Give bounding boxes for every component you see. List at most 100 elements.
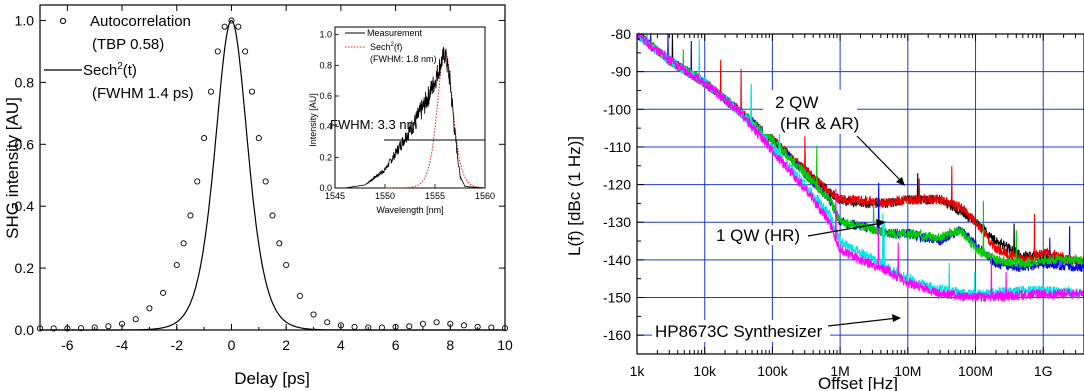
annotation-2qw-arrow — [856, 135, 904, 184]
right-series — [636, 31, 1084, 303]
inset-y-tick-label: 0.8 — [319, 60, 332, 70]
autocorrelation-point — [160, 289, 167, 296]
right-y-tick-label: -120 — [603, 177, 631, 193]
left-y-tick-labels: 0.0 0.2 0.4 0.6 0.8 1.0 — [15, 12, 35, 338]
annotation-1qw-background — [712, 225, 806, 245]
legend-sech-label: Sech2(t) — [83, 61, 137, 79]
legend-sech-sub: (FWHM 1.4 ps) — [92, 85, 194, 102]
inset-legend-sech-base: Sech — [370, 42, 391, 52]
autocorrelation-point — [337, 322, 344, 329]
phase-noise-trace-2 — [636, 32, 1084, 273]
autocorrelation-point — [228, 17, 235, 24]
right-annotations: 2 QW (HR & AR) 1 QW (HR) HP8673C Synthes… — [652, 90, 905, 342]
left-x-tick-label: 8 — [446, 337, 454, 353]
left-y-tick-label: 1.0 — [15, 12, 35, 28]
left-y-tick-label: 0.8 — [15, 74, 35, 90]
annotation-synth-arrowhead — [892, 314, 901, 322]
right-x-tick-label: 1G — [1034, 363, 1053, 379]
autocorrelation-point — [242, 48, 249, 55]
autocorrelation-point — [351, 323, 358, 330]
legend-sech-sup: 2 — [117, 61, 123, 72]
left-y-tick-label: 0.6 — [15, 136, 35, 152]
autocorrelation-point — [64, 325, 71, 332]
autocorrelation-point — [365, 324, 372, 331]
inset-x-tick-label: 1560 — [475, 191, 495, 201]
right-y-tick-label: -110 — [604, 139, 631, 155]
left-x-tick-label: -6 — [61, 337, 74, 353]
autocorrelation-point — [105, 323, 112, 330]
inset-x-axis-label: Wavelength [nm] — [376, 205, 443, 215]
right-y-tick-label: -130 — [603, 214, 631, 230]
right-x-axis-label: Offset [Hz] — [818, 374, 898, 391]
autocorrelation-point — [262, 178, 269, 185]
inset-y-tick-label: 0.0 — [319, 183, 332, 193]
left-y-tick-label: 0.0 — [15, 322, 35, 338]
autocorrelation-point — [447, 320, 454, 327]
inset-legend-sech-sub: (FWHM: 1.8 nm) — [370, 54, 437, 64]
autocorrelation-point — [235, 23, 242, 30]
autocorrelation-point — [433, 319, 440, 326]
autocorrelation-points — [36, 17, 509, 332]
phase-noise-trace-3 — [637, 32, 1084, 269]
autocorrelation-point — [91, 324, 98, 331]
autocorrelation-point — [146, 305, 153, 312]
autocorrelation-point — [378, 324, 385, 331]
right-y-tick-label: -100 — [603, 101, 631, 117]
right-ticks — [636, 33, 1084, 355]
left-x-tick-label: -4 — [116, 337, 129, 353]
inset-y-axis-label: Intensity [AU] — [308, 93, 318, 147]
left-y-tick-label: 0.4 — [15, 198, 35, 214]
left-x-tick-label: 10 — [497, 337, 513, 353]
phase-noise-trace-5 — [636, 31, 1084, 303]
left-x-tick-label: 6 — [392, 337, 400, 353]
annotation-synth: HP8673C Synthesizer — [655, 322, 823, 341]
right-x-tick-labels: 1k 10k 100k 1M 10M 100M 1G — [630, 363, 1053, 379]
inset-measurement-line — [335, 46, 485, 189]
legend-autocorrelation-label: Autocorrelation — [90, 13, 191, 30]
right-y-tick-label: -160 — [603, 327, 631, 343]
inset-sech2-dotted-line — [385, 49, 485, 189]
autocorrelation-point — [50, 325, 57, 332]
left-x-axis-label: Delay [ps] — [234, 369, 310, 388]
autocorrelation-point — [501, 325, 509, 332]
right-y-tick-labels: -80 -90 -100 -110 -120 -130 -140 -150 -160 — [603, 26, 631, 343]
autocorrelation-point — [36, 325, 44, 332]
autocorrelation-point — [248, 88, 256, 95]
phase-noise-chart: 1k 10k 100k 1M 10M 100M 1G -80-90-100-110-120-… — [565, 26, 1084, 391]
autocorrelation-chart: -6 -4 -2 0 2 4 6 8 10 0.0 0.2 0.4 0.6 0.8 1.0 Delay [… — [3, 4, 513, 388]
autocorrelation-point — [214, 48, 221, 55]
autocorrelation-point — [207, 88, 215, 95]
left-x-tick-label: 0 — [228, 337, 236, 353]
right-x-tick-label: 10k — [693, 363, 717, 379]
phase-noise-trace-0 — [636, 33, 1084, 270]
inset-legend-sech: Sech2(f) — [370, 42, 402, 52]
inset-y-tick-label: 0.2 — [319, 152, 332, 162]
right-y-tick-label: -140 — [603, 252, 631, 268]
autocorrelation-point — [460, 322, 468, 329]
inset-y-tick-label: 0.6 — [319, 91, 332, 101]
left-x-tick-label: 2 — [282, 337, 290, 353]
right-x-tick-label: 1k — [630, 363, 646, 379]
right-y-axis-label: L(f) [dBc (1 Hz)] — [565, 136, 584, 256]
phase-noise-trace-1 — [636, 33, 1084, 269]
right-y-tick-label: -150 — [603, 290, 631, 306]
left-y-axis-label: SHG intensity [AU] — [3, 97, 22, 239]
autocorrelation-point — [283, 261, 290, 269]
annotation-2qw-arrowhead — [896, 177, 905, 186]
phase-noise-trace-4 — [636, 32, 1084, 301]
autocorrelation-point — [201, 135, 208, 142]
legend-sech-base: Sech — [83, 62, 117, 79]
inset-fwhm-label: FWHM: 3.3 nm — [330, 117, 417, 132]
autocorrelation-point — [392, 323, 399, 330]
autocorrelation-point — [221, 23, 228, 30]
autocorrelation-point — [255, 135, 262, 142]
annotation-1qw-arrowhead — [876, 219, 886, 227]
inset-legend-sech-arg: (f) — [394, 42, 403, 52]
inset-y-tick-label: 0.4 — [319, 122, 332, 132]
right-x-tick-label: 10M — [894, 363, 921, 379]
left-plot-frame — [39, 4, 506, 331]
autocorrelation-point — [119, 320, 126, 327]
annotation-2qw-line2: (HR & AR) — [780, 114, 859, 133]
left-x-tick-label: -2 — [171, 337, 184, 353]
autocorrelation-point — [180, 240, 187, 247]
